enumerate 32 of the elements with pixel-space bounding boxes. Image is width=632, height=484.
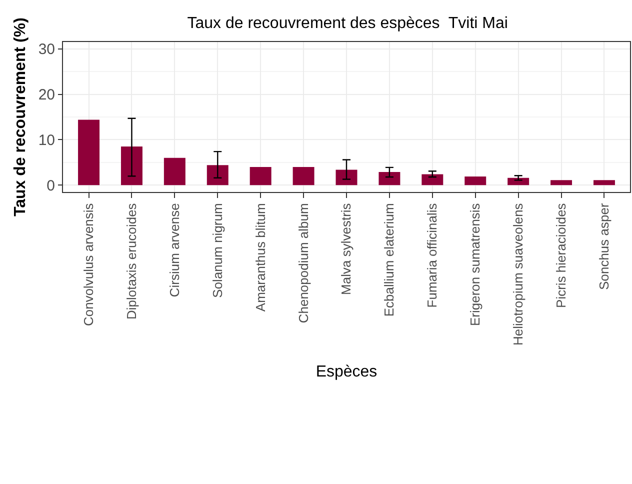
x-tick-label: Sonchus asper	[596, 202, 612, 290]
x-tick-label: Malva sylvestris	[338, 202, 354, 295]
bar	[550, 180, 572, 186]
x-tick-label: Solanum nigrum	[210, 203, 225, 298]
bar	[120, 146, 142, 186]
x-tick-label: Amaranthus blitum	[252, 203, 268, 312]
bar	[206, 165, 228, 186]
bar	[464, 176, 486, 186]
x-tick-label: Erigeron sumatrensis	[468, 202, 483, 326]
x-tick-label: Convolvulus arvensis	[80, 202, 96, 326]
bar	[78, 120, 100, 186]
bar	[378, 172, 400, 186]
x-tick-label: Cirsium arvense	[166, 203, 182, 298]
x-tick-label: Heliotropium suaveolens	[510, 202, 526, 346]
chart-title: Taux de recouvrement des espèces Tviti Mai	[187, 15, 508, 32]
bar	[422, 174, 444, 186]
bar	[164, 158, 186, 186]
bar	[593, 180, 615, 186]
x-tick-label: Chenopodium album	[296, 203, 311, 324]
bar	[336, 170, 358, 186]
x-tick-label: Picris hieracioides	[553, 202, 568, 308]
x-axis-title: Espèces	[316, 363, 378, 380]
y-tick-label: 20	[38, 86, 55, 104]
y-axis-title: Taux de recouvrement (%)	[12, 18, 30, 216]
bar	[250, 167, 272, 186]
x-tick-label: Ecballium elaterium	[382, 203, 397, 317]
y-tick-label: 0	[46, 177, 55, 194]
y-tick-label: 30	[38, 41, 55, 58]
y-tick-label: 10	[38, 132, 55, 149]
bar	[292, 167, 314, 186]
x-tick-label: Fumaria officinalis	[424, 202, 440, 308]
x-tick-label: Diplotaxis erucoides	[124, 202, 139, 320]
